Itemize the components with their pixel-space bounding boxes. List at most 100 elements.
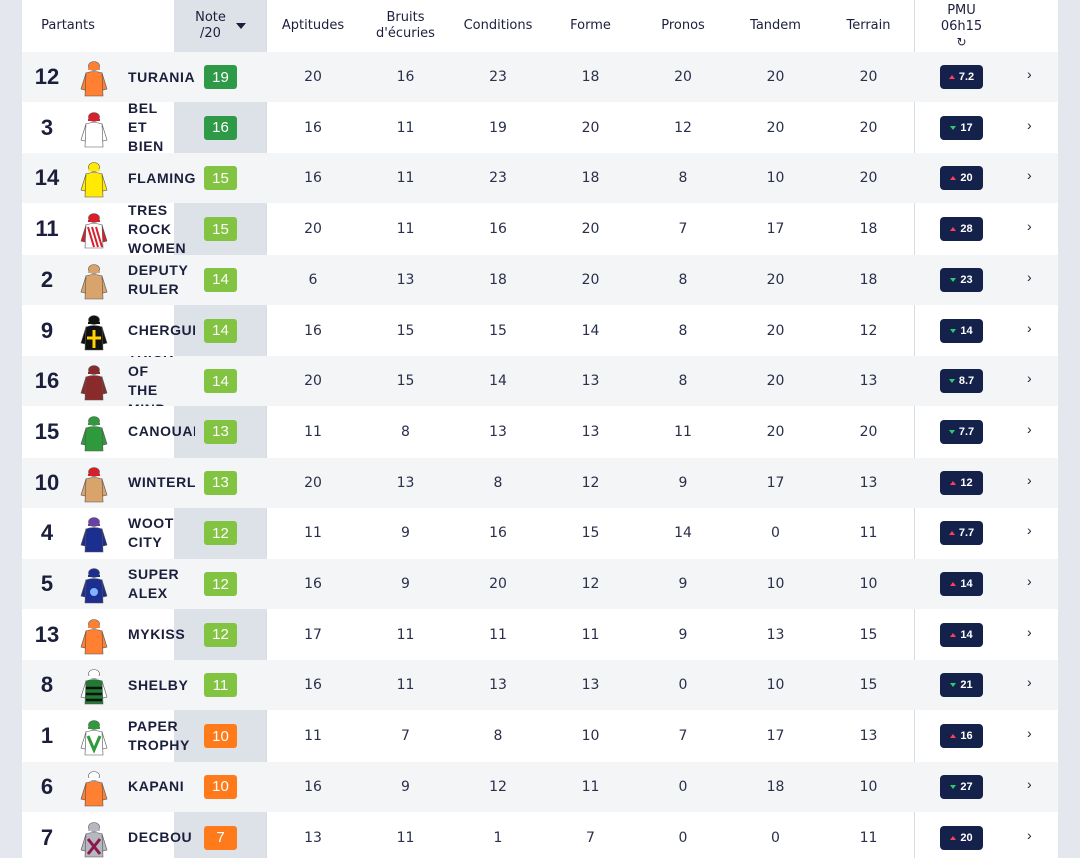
odds-button[interactable]: 16 (940, 724, 983, 749)
cell-bruits: 7 (401, 728, 410, 745)
odds-button[interactable]: 12 (940, 470, 983, 495)
header-partants[interactable]: Partants (22, 0, 114, 52)
runner-number: 3 (40, 114, 54, 140)
horse-name[interactable]: TURANIA (128, 52, 195, 102)
table-row[interactable]: 2 DEPUTY RULER 14 6 13 18 20 8 20 18 23 › (22, 254, 1058, 305)
table-row[interactable]: 11 TRES ROCK WOMEN 15 20 11 16 20 7 17 18 28 › (22, 204, 1058, 254)
horse-name[interactable]: WOOT CITY (128, 508, 195, 558)
chevron-right-icon[interactable]: › (1027, 66, 1032, 82)
cell-conditions: 15 (489, 322, 507, 339)
horse-name[interactable]: SHELBY (128, 660, 195, 710)
chevron-right-icon[interactable]: › (1027, 218, 1032, 235)
table-row[interactable]: 8 SHELBY 11 16 11 13 13 0 10 15 21 › (22, 660, 1058, 711)
odds-button[interactable]: 7.2 (940, 65, 983, 89)
chevron-right-icon[interactable]: › (1027, 319, 1032, 336)
odds-button[interactable]: 17 (940, 115, 983, 140)
column-divider (266, 0, 267, 858)
table-row[interactable]: 15 CANOUANE 13 11 8 13 13 11 20 20 7.7 › (22, 407, 1058, 457)
chevron-right-icon[interactable]: › (1027, 775, 1032, 792)
horse-name[interactable]: CANOUANE (128, 407, 195, 457)
chevron-right-icon[interactable]: › (1027, 623, 1032, 640)
odds-button[interactable]: 7.7 (940, 521, 983, 546)
odds-button[interactable]: 28 (940, 217, 983, 242)
cell-bruits: 9 (401, 576, 410, 592)
header-bruits-label-2: d'écuries (376, 26, 435, 41)
cell-bruits: 13 (396, 271, 415, 288)
jockey-silk-icon (78, 617, 110, 655)
header-note-sort[interactable]: Note /20 (174, 0, 267, 52)
chevron-right-icon[interactable]: › (1027, 674, 1032, 691)
odds-button[interactable]: 20 (940, 166, 983, 191)
jockey-silk-icon (78, 566, 110, 604)
odds-button[interactable]: 23 (940, 267, 983, 292)
table-row[interactable]: 10 WINTERLAND 13 20 13 8 12 9 17 13 12 › (22, 457, 1058, 508)
chevron-right-icon[interactable]: › (1027, 573, 1032, 589)
chevron-right-icon[interactable]: › (1027, 420, 1032, 437)
horse-name-text: DEPUTY RULER (128, 261, 189, 297)
runner-number: 7 (40, 824, 54, 850)
horse-name[interactable]: TRES ROCK WOMEN (128, 204, 195, 254)
cell-pronos: 8 (678, 271, 688, 288)
chevron-right-icon[interactable]: › (1027, 725, 1032, 742)
horse-name[interactable]: MYKISS (128, 610, 195, 660)
table-row[interactable]: 16 TRICK OF THE MIND 14 20 15 14 13 8 20 13 8.7 › (22, 356, 1058, 407)
header-bruits[interactable]: Bruits d'écuries (359, 0, 452, 52)
header-forme[interactable]: Forme (544, 0, 637, 52)
table-row[interactable]: 9 CHERGUI 14 16 15 15 14 8 20 12 14 › (22, 306, 1058, 356)
odds-button[interactable]: 7.7 (940, 419, 983, 444)
chevron-right-icon[interactable]: › (1027, 370, 1032, 387)
odds-button[interactable]: 21 (940, 673, 983, 698)
cell-pronos: 11 (674, 423, 692, 440)
table-row[interactable]: 1 PAPER TROPHY 10 11 7 8 10 7 17 13 16 › (22, 711, 1058, 761)
chevron-right-icon[interactable]: › (1027, 471, 1032, 488)
cell-terrain: 12 (859, 322, 878, 339)
odds-button[interactable]: 14 (940, 572, 983, 596)
odds-button[interactable]: 20 (940, 825, 983, 850)
table-row[interactable]: 3 BEL ET BIEN 16 16 11 19 20 12 20 20 17 › (22, 103, 1058, 153)
horse-name[interactable]: TRICK OF THE MIND (128, 356, 195, 406)
chevron-right-icon[interactable]: › (1027, 167, 1032, 184)
cell-aptitudes: 6 (308, 271, 318, 288)
cell-forme: 20 (581, 119, 600, 136)
odds-button[interactable]: 14 (940, 622, 983, 647)
horse-name[interactable]: DEPUTY RULER (128, 255, 195, 305)
table-row[interactable]: 7 DECBOU 7 13 11 1 7 0 0 11 20 › (22, 813, 1058, 858)
cell-conditions: 19 (489, 119, 507, 136)
cell-aptitudes: 16 (304, 322, 322, 339)
header-tandem[interactable]: Tandem (729, 0, 822, 52)
table-row[interactable]: 12 TURANIA 19 20 16 23 18 20 20 20 7.2 › (22, 52, 1058, 102)
table-row[interactable]: 14 FLAMINGWAY 15 16 11 23 18 8 10 20 20 › (22, 153, 1058, 204)
odds-value: 7.7 (958, 527, 975, 540)
note-badge: 13 (204, 470, 237, 495)
horse-name-text: BEL ET BIEN (128, 102, 164, 153)
table-row[interactable]: 4 WOOT CITY 12 11 9 16 15 14 0 11 7.7 › (22, 508, 1058, 558)
chevron-right-icon[interactable]: › (1027, 268, 1032, 285)
horse-name[interactable]: FLAMINGWAY (128, 153, 195, 203)
cell-terrain: 13 (859, 728, 878, 745)
header-aptitudes[interactable]: Aptitudes (267, 0, 359, 52)
horse-name[interactable]: DECBOU (128, 813, 195, 858)
horse-name[interactable]: KAPANI (128, 762, 195, 812)
table-row[interactable]: 13 MYKISS 12 17 11 11 11 9 13 15 14 › (22, 610, 1058, 660)
header-conditions[interactable]: Conditions (452, 0, 544, 52)
header-pronos[interactable]: Pronos (637, 0, 729, 52)
table-row[interactable]: 6 KAPANI 10 16 9 12 11 0 18 10 27 › (22, 761, 1058, 812)
horse-name[interactable]: PAPER TROPHY (128, 711, 195, 761)
horse-name[interactable]: WINTERLAND (128, 458, 195, 508)
horse-name[interactable]: SUPER ALEX (128, 559, 195, 609)
odds-button[interactable]: 27 (940, 774, 983, 799)
chevron-right-icon[interactable]: › (1027, 826, 1032, 843)
odds-button[interactable]: 14 (940, 318, 983, 343)
header-terrain[interactable]: Terrain (822, 0, 915, 52)
table-row[interactable]: 5 SUPER ALEX 12 16 9 20 12 9 10 10 14 › (22, 559, 1058, 609)
refresh-icon[interactable]: ↻ (956, 35, 967, 49)
chevron-right-icon[interactable]: › (1027, 522, 1032, 539)
cell-bruits: 11 (396, 221, 415, 238)
odds-value: 14 (960, 578, 973, 590)
odds-button[interactable]: 8.7 (940, 369, 983, 394)
chevron-right-icon[interactable]: › (1027, 116, 1032, 133)
note-badge: 16 (204, 115, 237, 140)
horse-name[interactable]: CHERGUI (128, 306, 195, 356)
header-pmu[interactable]: PMU 06h15 ↻ (915, 0, 1008, 52)
horse-name[interactable]: BEL ET BIEN (128, 103, 195, 153)
